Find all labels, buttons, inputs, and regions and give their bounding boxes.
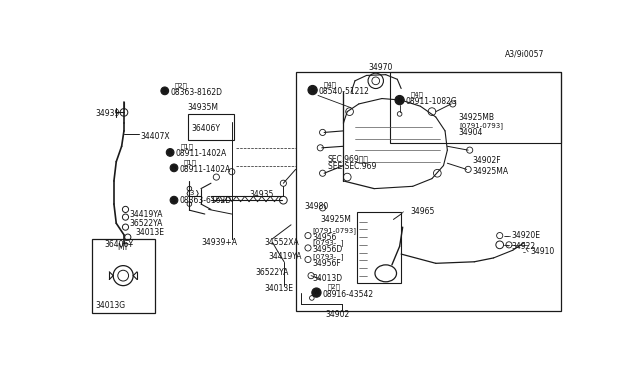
Text: 34552XA: 34552XA (264, 238, 299, 247)
Circle shape (308, 86, 317, 95)
Text: 08540-51212: 08540-51212 (319, 87, 370, 96)
Circle shape (312, 288, 321, 297)
Text: [0793-  ]: [0793- ] (312, 239, 343, 246)
Text: 34904: 34904 (459, 128, 483, 137)
Text: 08916-43542: 08916-43542 (323, 290, 374, 299)
Text: [0793-  ]: [0793- ] (312, 253, 343, 260)
Bar (357, 212, 401, 283)
Text: [0791-0793]: [0791-0793] (312, 227, 356, 234)
Text: N: N (172, 165, 177, 170)
Text: 36522YA: 36522YA (255, 268, 289, 277)
Text: 34939: 34939 (95, 109, 120, 118)
Text: [0791-0793]: [0791-0793] (459, 122, 503, 129)
Text: 08911-1402A: 08911-1402A (179, 165, 230, 174)
Text: MT: MT (118, 243, 129, 253)
Text: 34956: 34956 (312, 232, 337, 242)
Text: 34956F: 34956F (312, 259, 341, 268)
Text: W: W (314, 290, 319, 295)
Text: 34925M: 34925M (320, 215, 351, 224)
Text: 34935: 34935 (250, 189, 274, 199)
Text: 34902F: 34902F (473, 155, 501, 165)
Text: 36522YA: 36522YA (129, 219, 163, 228)
Text: 34956D: 34956D (312, 245, 343, 254)
Text: 34939+A: 34939+A (202, 238, 237, 247)
Text: 08911-1082G: 08911-1082G (406, 97, 458, 106)
Text: 34013E: 34013E (264, 284, 293, 293)
Text: 34407X: 34407X (141, 132, 170, 141)
Text: （4）: （4） (323, 81, 336, 88)
Text: （4）: （4） (410, 92, 423, 98)
Text: 36406Y: 36406Y (105, 240, 134, 249)
Text: （1）: （1） (180, 144, 193, 150)
Text: 34925MA: 34925MA (473, 167, 509, 176)
Text: S: S (172, 198, 176, 203)
Text: S: S (310, 87, 314, 93)
Text: 34013D: 34013D (312, 274, 343, 283)
Text: 34902: 34902 (326, 310, 350, 319)
Text: （2）: （2） (327, 284, 340, 291)
Text: 34980: 34980 (305, 202, 329, 211)
Text: 34970: 34970 (369, 63, 393, 72)
Text: S: S (163, 88, 166, 93)
Bar (390, 71, 561, 143)
Text: 08363-6162D: 08363-6162D (179, 196, 232, 205)
Text: ❬3❭: ❬3❭ (184, 190, 200, 197)
Text: N: N (397, 97, 402, 103)
Text: 34419YA: 34419YA (129, 210, 163, 219)
Circle shape (170, 164, 178, 172)
Text: 08363-8162D: 08363-8162D (170, 88, 222, 97)
Text: （2）: （2） (175, 82, 188, 89)
Circle shape (170, 196, 178, 204)
Text: A3/9i0057: A3/9i0057 (505, 49, 545, 58)
Text: 34419YA: 34419YA (269, 252, 302, 261)
Text: 08911-1402A: 08911-1402A (175, 150, 227, 158)
Text: 34910: 34910 (531, 247, 555, 256)
Text: 34013G: 34013G (95, 301, 125, 310)
Circle shape (395, 96, 404, 105)
Text: SEE SEC.969: SEE SEC.969 (328, 162, 376, 171)
Text: 34965: 34965 (410, 207, 435, 216)
Bar (92, 239, 155, 312)
Text: 36406Y: 36406Y (192, 124, 221, 133)
Bar (296, 71, 561, 311)
Circle shape (161, 87, 168, 95)
Text: N: N (168, 150, 173, 155)
Text: 34013E: 34013E (136, 228, 164, 237)
Text: 34925MB: 34925MB (459, 112, 495, 122)
Text: 34935M: 34935M (188, 103, 219, 112)
Text: 34920E: 34920E (511, 231, 540, 240)
Text: SEC.969参図: SEC.969参図 (328, 154, 369, 163)
Circle shape (166, 148, 174, 156)
Text: （1）: （1） (184, 159, 197, 166)
Bar (188, 114, 234, 140)
Text: 34922: 34922 (511, 242, 536, 251)
